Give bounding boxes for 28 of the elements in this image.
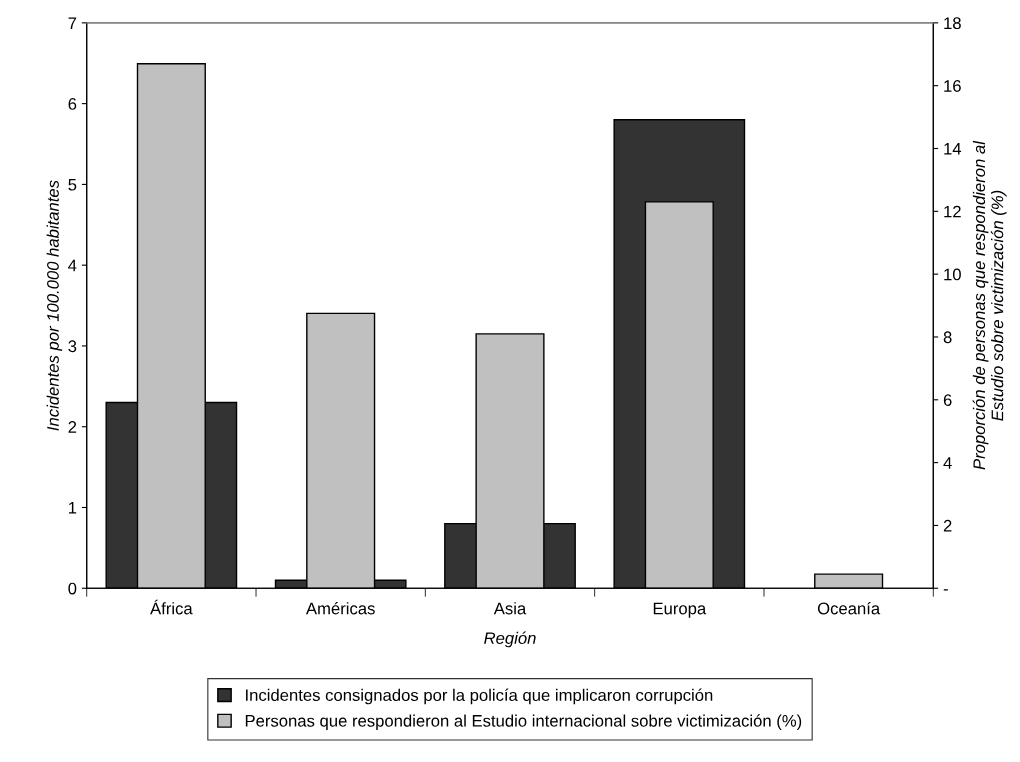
y-axis-title: Incidentes por 100.000 habitantes	[46, 180, 63, 431]
y2-tick-label: 12	[944, 205, 961, 218]
x-tick-label: Asia	[493, 602, 527, 615]
y-tick-label: 5	[68, 178, 77, 191]
y2-tick-label: 6	[943, 394, 952, 406]
x-tick-label: África	[150, 599, 193, 615]
y2-tick-label: 14	[944, 143, 962, 155]
x-tick-label: Europa	[653, 602, 707, 618]
y-tick-label: 7	[68, 17, 77, 29]
y-tick-label: 6	[68, 98, 77, 110]
y-tick-label: 1	[68, 502, 77, 514]
y-tick-label: 3	[68, 340, 77, 353]
y-tick-label: 2	[68, 421, 77, 433]
y2-tick-label: 18	[944, 17, 961, 30]
legend-label: Incidentes consignados por la policía que implicaron corrupción	[246, 688, 713, 705]
y2-tick-label: 10	[944, 268, 961, 281]
legend-label: Personas que respondieron al Estudio internacional sobre victimización (%)	[245, 714, 802, 731]
x-tick-label: Américas	[305, 601, 375, 615]
y-tick-label: 0	[68, 582, 77, 595]
y2-tick-label: 2	[943, 519, 952, 532]
y2-tick-label: 8	[943, 331, 952, 344]
x-axis-title: Región	[484, 631, 536, 648]
x-tick-label: Oceanía	[817, 601, 881, 615]
y-tick-label: 4	[68, 259, 77, 272]
y2-tick-label: -	[943, 589, 948, 591]
y2-axis-title: Proporción de personas que respondieron al Estudio sobre victimización (%)	[972, 140, 1007, 470]
y2-tick-label: 16	[944, 80, 961, 92]
y2-tick-label: 4	[943, 457, 952, 469]
